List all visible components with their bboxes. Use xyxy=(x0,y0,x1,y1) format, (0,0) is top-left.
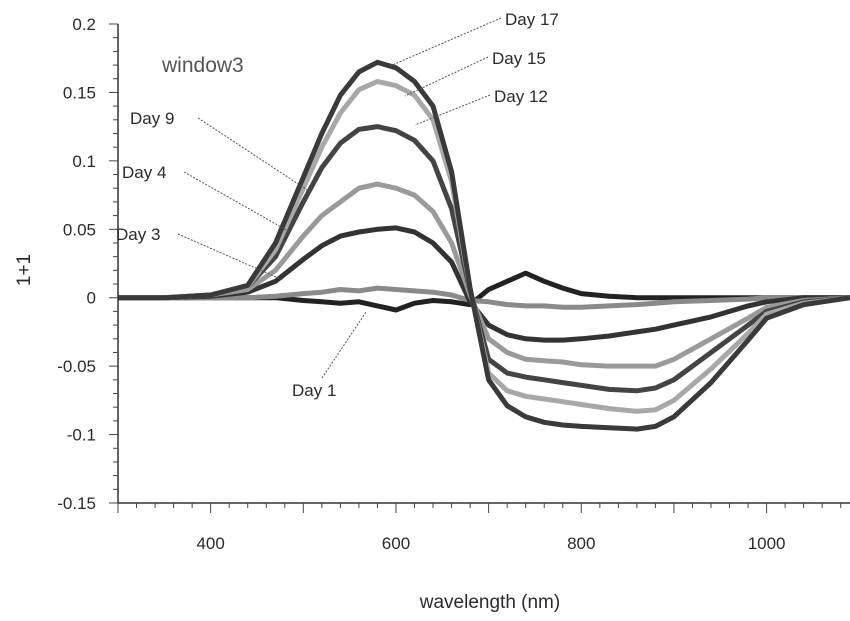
ticks: -0.15 -0.1 -0.05 0 0.05 0.1 0.15 0.2 400 600 800 10… xyxy=(57,15,840,553)
series-label-day-3: Day 3 xyxy=(116,225,160,244)
x-tick-label: 600 xyxy=(382,534,410,553)
x-tick-label: 1000 xyxy=(748,534,786,553)
series-layer xyxy=(118,62,850,429)
series-label-day-1: Day 1 xyxy=(292,381,336,400)
y-tick-label: 0.15 xyxy=(63,83,96,102)
y-axis-title: 1+1 xyxy=(14,254,35,286)
leader-line-day-9 xyxy=(198,118,312,193)
series-label-day-4: Day 4 xyxy=(122,163,166,182)
y-tick-label: -0.05 xyxy=(57,357,96,376)
series-label-day-12: Day 12 xyxy=(494,87,548,106)
series-label-day-15: Day 15 xyxy=(492,49,546,68)
window-label: window3 xyxy=(161,54,244,77)
leader-line-day-15 xyxy=(405,57,488,96)
y-tick-label: 0.05 xyxy=(63,220,96,239)
axes xyxy=(118,24,850,503)
x-tick-label: 800 xyxy=(567,534,595,553)
leader-line-day-1 xyxy=(322,312,366,378)
y-tick-label: 0 xyxy=(87,289,96,308)
y-tick-label: 0.2 xyxy=(72,15,96,34)
y-tick-label: -0.1 xyxy=(67,426,96,445)
series-label-day-9: Day 9 xyxy=(130,109,174,128)
y-tick-label: 0.1 xyxy=(72,152,96,171)
series-line-day-17 xyxy=(118,62,850,429)
x-tick-label: 400 xyxy=(196,534,224,553)
y-tick-label: -0.15 xyxy=(57,494,96,513)
series-label-day-17: Day 17 xyxy=(505,10,559,29)
x-axis-title: wavelength (nm) xyxy=(419,592,560,613)
leader-line-day-4 xyxy=(184,172,290,232)
